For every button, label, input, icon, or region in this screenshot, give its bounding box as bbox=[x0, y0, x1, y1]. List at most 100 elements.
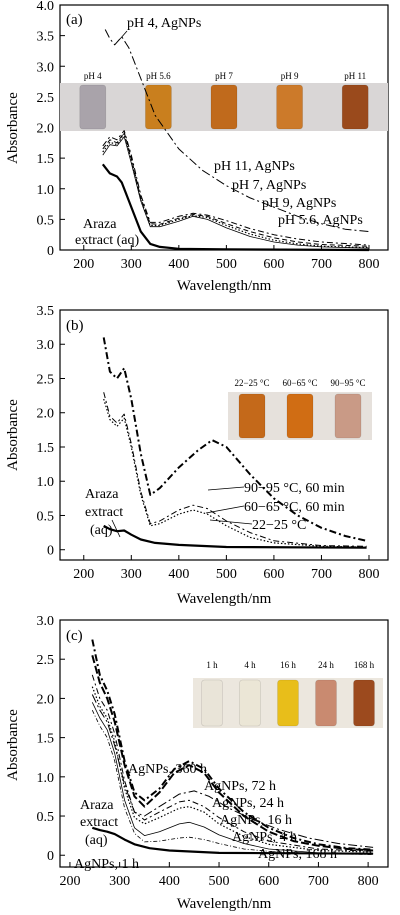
y-tick-label: 3.0 bbox=[37, 614, 55, 629]
panel-a-ticks: 200 300 400 500 600 700 800 0 0.5 1.0 1.5 2.0 2.5 3.0… bbox=[37, 0, 380, 272]
annotation-2225: 22−25 °C bbox=[252, 518, 306, 533]
annotation-6065: 60−65 °C, 60 min bbox=[244, 500, 345, 515]
x-tick-label: 400 bbox=[168, 257, 189, 272]
annotation-ph11: pH 11, AgNPs bbox=[214, 159, 295, 174]
vial bbox=[334, 393, 362, 439]
series-line bbox=[102, 131, 370, 247]
annotation-16h: AgNPs, 16 h bbox=[220, 813, 292, 828]
x-tick-label: 200 bbox=[59, 874, 80, 889]
vial-label: 60−65 °C bbox=[283, 378, 318, 388]
annotation-360h: AgNPs, 360 h bbox=[128, 762, 207, 777]
y-tick-label: 2.5 bbox=[37, 372, 55, 387]
vial-label: pH 4 bbox=[84, 71, 102, 81]
annotation-araza-a2: extract (aq) bbox=[75, 233, 139, 248]
x-tick-label: 300 bbox=[121, 257, 142, 272]
vial bbox=[239, 679, 261, 727]
annotation-72h: AgNPs, 72 h bbox=[204, 779, 276, 794]
series-line bbox=[102, 136, 370, 249]
vial bbox=[276, 84, 303, 130]
panel-a-ylabel: Absorbance bbox=[5, 92, 21, 164]
annotation-araza-c2: extract bbox=[80, 815, 118, 830]
y-tick-label: 3.5 bbox=[37, 304, 55, 319]
vial-label: 24 h bbox=[318, 660, 334, 670]
y-tick-label: 2.5 bbox=[37, 91, 55, 106]
vial bbox=[238, 393, 266, 439]
annotation-ph4: pH 4, AgNPs bbox=[127, 16, 201, 31]
x-tick-label: 300 bbox=[109, 874, 130, 889]
series-line bbox=[91, 674, 374, 852]
panel-c-series bbox=[91, 639, 374, 855]
x-tick-label: 300 bbox=[121, 567, 142, 582]
panel-a-series bbox=[101, 29, 370, 252]
y-tick-label: 2.5 bbox=[37, 653, 55, 668]
vial-label: pH 9 bbox=[281, 71, 299, 81]
vial bbox=[210, 84, 238, 130]
vial-label: 90−95 °C bbox=[331, 378, 366, 388]
annotation-ph9: pH 9, AgNPs bbox=[262, 196, 336, 211]
panel-c-frame bbox=[59, 619, 389, 868]
vial bbox=[79, 84, 107, 130]
vial-label: 1 h bbox=[206, 660, 218, 670]
vial bbox=[341, 84, 369, 130]
series-line bbox=[91, 702, 374, 855]
y-tick-label: 3.0 bbox=[37, 338, 55, 353]
vial-label: 4 h bbox=[244, 660, 256, 670]
vial bbox=[286, 393, 314, 439]
panel-b: (b) Absorbance Wavelength/nm 200 300 400 50… bbox=[5, 304, 389, 607]
annotation-24h: AgNPs, 24 h bbox=[212, 796, 284, 811]
series-line bbox=[91, 655, 374, 852]
y-tick-label: 2.0 bbox=[37, 692, 55, 707]
panel-b-label: (b) bbox=[66, 318, 84, 334]
annotation-ph4-leader bbox=[119, 30, 128, 40]
panel-a-vial-inset: pH 4 pH 5.6 pH 7 pH 9 pH 11 bbox=[60, 70, 388, 131]
panel-a-xlabel: Wavelength/nm bbox=[177, 278, 272, 294]
y-tick-label: 1.0 bbox=[37, 475, 55, 490]
annotation-ph56: pH 5.6, AgNPs bbox=[278, 213, 363, 228]
x-tick-label: 800 bbox=[358, 567, 379, 582]
y-tick-label: 0 bbox=[47, 244, 54, 259]
vial-label: 168 h bbox=[354, 660, 375, 670]
annotation-araza-b3: (aq) bbox=[90, 523, 113, 538]
y-tick-label: 1.5 bbox=[37, 152, 55, 167]
x-tick-label: 700 bbox=[311, 257, 332, 272]
vial bbox=[201, 679, 223, 727]
annotation-araza-c3: (aq) bbox=[85, 833, 108, 848]
panel-c-vial-inset: 1 h 4 h 16 h 24 h 168 h bbox=[193, 660, 383, 728]
x-tick-label: 500 bbox=[216, 567, 237, 582]
series-line bbox=[91, 826, 374, 855]
vial-label-band bbox=[60, 70, 388, 83]
y-tick-label: 3.0 bbox=[37, 60, 55, 75]
vial-label: pH 5.6 bbox=[146, 71, 171, 81]
y-tick-label: 0 bbox=[47, 544, 54, 559]
annotation-6065-leader bbox=[205, 505, 245, 514]
annotation-araza-c1: Araza bbox=[80, 798, 114, 813]
annotation-1h: AgNPs, 1 h bbox=[74, 857, 139, 872]
x-tick-label: 800 bbox=[358, 874, 379, 889]
vial-label: 16 h bbox=[280, 660, 296, 670]
vial bbox=[353, 679, 375, 727]
x-tick-label: 600 bbox=[263, 567, 284, 582]
y-tick-label: 2.0 bbox=[37, 407, 55, 422]
series-line bbox=[102, 337, 367, 542]
y-tick-label: 0.5 bbox=[37, 509, 55, 524]
vial bbox=[277, 679, 299, 727]
x-tick-label: 200 bbox=[73, 257, 94, 272]
annotation-araza-a1: Araza bbox=[83, 217, 117, 232]
vial-label: 22−25 °C bbox=[235, 378, 270, 388]
series-line bbox=[103, 524, 367, 549]
y-tick-label: 0 bbox=[47, 849, 54, 864]
annotation-2225-leader bbox=[209, 519, 253, 525]
vial bbox=[315, 679, 337, 727]
annotation-4h: AgNPs, 4 h bbox=[232, 830, 297, 845]
vial bbox=[145, 84, 172, 130]
x-tick-label: 500 bbox=[216, 257, 237, 272]
vial-label: pH 7 bbox=[215, 71, 233, 81]
vial-label: pH 11 bbox=[344, 71, 366, 81]
annotation-araza-b2: extract bbox=[85, 505, 123, 520]
y-tick-label: 1.0 bbox=[37, 771, 55, 786]
panel-b-vial-inset: 22−25 °C 60−65 °C 90−95 °C bbox=[228, 378, 372, 440]
annotation-168h: AgNPs, 168 h bbox=[258, 847, 337, 862]
panel-a-annotations: pH 4, AgNPs pH 11, AgNPs pH 7, AgNPs pH … bbox=[75, 16, 363, 248]
panel-b-ticks: 200 300 400 500 600 700 800 0 0.5 1.0 1.5 2.0 2.5 3.0… bbox=[37, 304, 380, 582]
y-tick-label: 4.0 bbox=[37, 0, 55, 14]
